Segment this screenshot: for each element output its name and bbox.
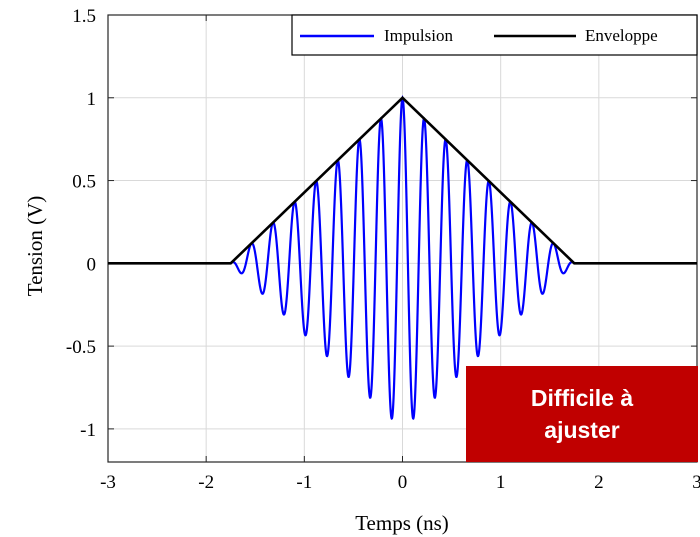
y-tick-label: 1 xyxy=(87,89,97,110)
x-tick-label: 1 xyxy=(496,472,506,493)
x-tick-label: -2 xyxy=(198,472,214,493)
x-tick-label: -1 xyxy=(296,472,312,493)
y-tick-label: -1 xyxy=(80,420,96,441)
tick-labels: -3 -2 -1 0 1 2 3 -1 -0.5 0 0.5 1 1.5 xyxy=(66,6,700,493)
legend: Impulsion Enveloppe xyxy=(291,14,698,56)
x-tick-label: 0 xyxy=(398,472,408,493)
x-tick-label: 2 xyxy=(594,472,604,493)
legend-label-enveloppe: Enveloppe xyxy=(585,26,658,45)
y-tick-label: 0 xyxy=(87,254,97,275)
y-tick-label: 1.5 xyxy=(72,6,96,27)
x-axis-title: Temps (ns) xyxy=(355,511,449,535)
annotation-text: Difficile à ajuster xyxy=(530,385,634,443)
y-tick-label: -0.5 xyxy=(66,337,96,358)
series-enveloppe xyxy=(108,95,697,265)
x-tick-label: 3 xyxy=(692,472,700,493)
y-axis-title: Tension (V) xyxy=(23,196,47,297)
annotation-box: Difficile à ajuster xyxy=(466,366,698,462)
x-tick-label: -3 xyxy=(100,472,116,493)
series-layer xyxy=(108,95,697,420)
y-tick-label: 0.5 xyxy=(72,172,96,193)
legend-label-impulsion: Impulsion xyxy=(384,26,453,45)
